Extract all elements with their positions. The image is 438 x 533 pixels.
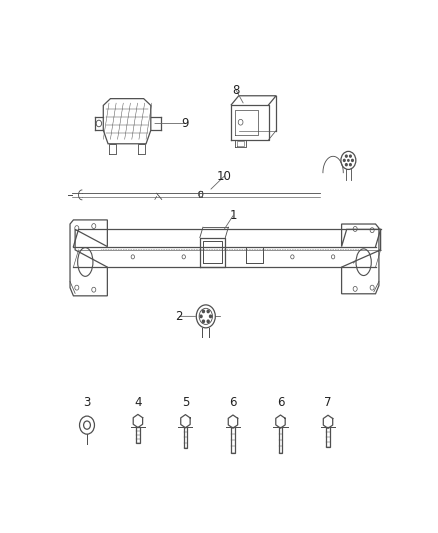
- Circle shape: [202, 310, 205, 313]
- Circle shape: [350, 164, 351, 166]
- Circle shape: [346, 155, 347, 157]
- Circle shape: [343, 159, 345, 161]
- Circle shape: [207, 310, 209, 313]
- Circle shape: [209, 315, 212, 318]
- Text: 1: 1: [229, 209, 237, 222]
- Circle shape: [207, 320, 209, 322]
- Circle shape: [350, 155, 351, 157]
- Text: 6: 6: [229, 396, 237, 409]
- Text: 2: 2: [176, 310, 183, 323]
- Text: 6: 6: [277, 396, 284, 409]
- Text: 3: 3: [83, 396, 91, 409]
- Text: 7: 7: [324, 396, 332, 409]
- Circle shape: [202, 320, 205, 322]
- Circle shape: [200, 315, 202, 318]
- Circle shape: [352, 159, 353, 161]
- Text: 10: 10: [217, 169, 232, 182]
- Text: 8: 8: [233, 84, 240, 97]
- Text: 5: 5: [182, 396, 189, 409]
- Circle shape: [346, 164, 347, 166]
- Text: 9: 9: [182, 117, 189, 130]
- Text: 4: 4: [134, 396, 141, 409]
- Circle shape: [348, 159, 349, 161]
